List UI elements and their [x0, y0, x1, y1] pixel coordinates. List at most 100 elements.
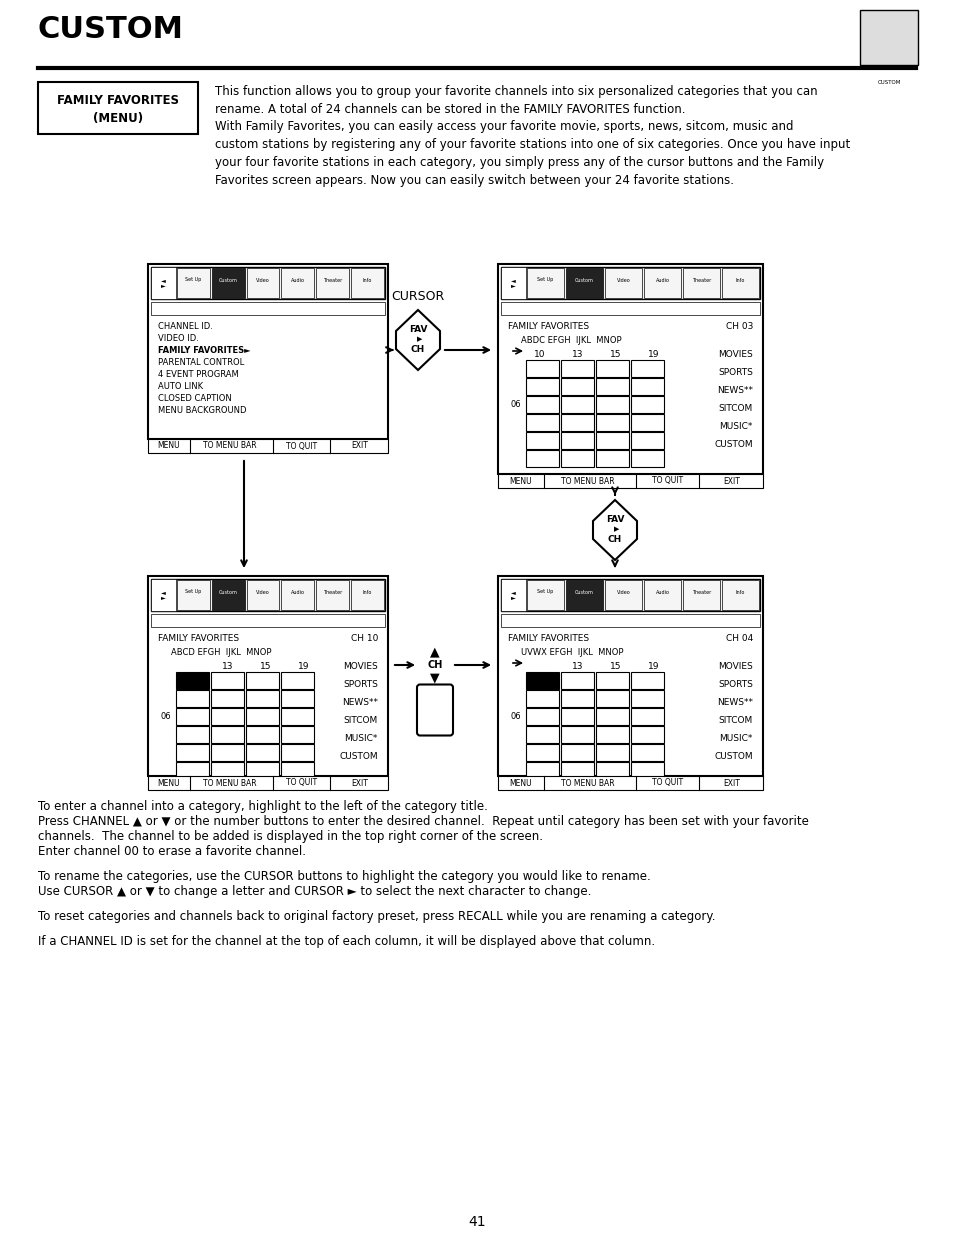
- Bar: [596, 414, 628, 431]
- Text: MUSIC*: MUSIC*: [344, 734, 377, 743]
- Bar: [212, 268, 244, 298]
- Bar: [151, 579, 385, 611]
- Bar: [246, 708, 278, 725]
- Bar: [604, 268, 641, 298]
- Bar: [175, 708, 209, 725]
- Bar: [525, 396, 558, 412]
- Text: ◄
►: ◄ ►: [161, 278, 166, 289]
- Bar: [525, 708, 558, 725]
- Text: NEWS**: NEWS**: [717, 698, 752, 706]
- Bar: [247, 268, 279, 298]
- Text: (MENU): (MENU): [92, 112, 143, 125]
- Text: Use CURSOR ▲ or ▼ to change a letter and CURSOR ► to select the next character t: Use CURSOR ▲ or ▼ to change a letter and…: [38, 885, 591, 898]
- Text: 15: 15: [610, 662, 621, 671]
- Bar: [175, 726, 209, 743]
- Text: NEWS**: NEWS**: [341, 698, 377, 706]
- Bar: [630, 414, 663, 431]
- Bar: [281, 268, 314, 298]
- Bar: [565, 268, 602, 298]
- Text: MOVIES: MOVIES: [718, 662, 752, 671]
- Text: Info: Info: [735, 278, 744, 283]
- Text: 41: 41: [468, 1215, 485, 1229]
- Bar: [630, 762, 663, 779]
- Bar: [281, 762, 314, 779]
- Text: 15: 15: [610, 350, 621, 359]
- Bar: [500, 579, 525, 611]
- Bar: [596, 762, 628, 779]
- Bar: [682, 268, 720, 298]
- Bar: [177, 580, 210, 610]
- Bar: [596, 378, 628, 395]
- Text: MENU: MENU: [157, 441, 179, 451]
- Text: Audio: Audio: [291, 589, 305, 594]
- Text: CUSTOM: CUSTOM: [38, 15, 184, 44]
- Text: CH 04: CH 04: [725, 634, 752, 643]
- Bar: [148, 438, 388, 453]
- Bar: [151, 303, 385, 315]
- Bar: [560, 708, 594, 725]
- Bar: [246, 672, 278, 689]
- Bar: [525, 359, 558, 377]
- Bar: [151, 579, 175, 611]
- Text: MUSIC*: MUSIC*: [719, 734, 752, 743]
- Text: If a CHANNEL ID is set for the channel at the top of each column, it will be dis: If a CHANNEL ID is set for the channel a…: [38, 935, 655, 948]
- Text: NEWS**: NEWS**: [717, 387, 752, 395]
- Bar: [246, 690, 278, 706]
- Bar: [596, 708, 628, 725]
- Bar: [148, 576, 388, 776]
- Text: channels.  The channel to be added is displayed in the top right corner of the s: channels. The channel to be added is dis…: [38, 830, 542, 844]
- Bar: [721, 268, 759, 298]
- Text: Audio: Audio: [655, 278, 669, 283]
- Text: 06: 06: [510, 713, 520, 721]
- Bar: [630, 708, 663, 725]
- Text: 13: 13: [572, 350, 583, 359]
- Bar: [525, 762, 558, 779]
- Bar: [525, 378, 558, 395]
- Bar: [151, 267, 385, 299]
- Text: Set Up: Set Up: [185, 589, 201, 594]
- Bar: [497, 776, 762, 790]
- Text: Info: Info: [735, 589, 744, 594]
- Bar: [630, 378, 663, 395]
- Bar: [560, 762, 594, 779]
- Text: TO MENU BAR: TO MENU BAR: [560, 477, 615, 485]
- Text: To reset categories and channels back to original factory preset, press RECALL w: To reset categories and channels back to…: [38, 910, 715, 923]
- Bar: [175, 672, 209, 689]
- Bar: [565, 580, 602, 610]
- Bar: [525, 743, 558, 761]
- Bar: [211, 690, 244, 706]
- Text: MENU: MENU: [157, 778, 179, 788]
- Text: SITCOM: SITCOM: [718, 716, 752, 725]
- Text: To enter a channel into a category, highlight to the left of the category title.: To enter a channel into a category, high…: [38, 800, 487, 813]
- Text: EXIT: EXIT: [351, 441, 367, 451]
- Text: SPORTS: SPORTS: [718, 680, 752, 689]
- Bar: [351, 580, 384, 610]
- Text: ◄
►: ◄ ►: [511, 589, 516, 600]
- Bar: [211, 726, 244, 743]
- Bar: [148, 264, 388, 438]
- Text: Info: Info: [362, 589, 372, 594]
- Text: CHANNEL ID.: CHANNEL ID.: [158, 322, 213, 331]
- Bar: [630, 690, 663, 706]
- Bar: [526, 268, 563, 298]
- Text: 19: 19: [648, 350, 659, 359]
- Bar: [596, 432, 628, 450]
- Text: EXIT: EXIT: [722, 778, 739, 788]
- Text: 13: 13: [222, 662, 233, 671]
- Text: CURSOR: CURSOR: [391, 290, 444, 303]
- Bar: [525, 450, 558, 467]
- Bar: [175, 690, 209, 706]
- Text: FAV: FAV: [408, 326, 427, 335]
- Text: TO MENU BAR: TO MENU BAR: [560, 778, 615, 788]
- Bar: [316, 268, 349, 298]
- Bar: [643, 268, 680, 298]
- Text: Video: Video: [616, 589, 630, 594]
- Bar: [497, 474, 762, 488]
- Bar: [630, 726, 663, 743]
- Text: FAMILY FAVORITES: FAMILY FAVORITES: [57, 94, 179, 107]
- Bar: [643, 580, 680, 610]
- Bar: [525, 672, 558, 689]
- Text: 06: 06: [510, 400, 520, 409]
- Bar: [525, 432, 558, 450]
- Text: Set Up: Set Up: [537, 589, 553, 594]
